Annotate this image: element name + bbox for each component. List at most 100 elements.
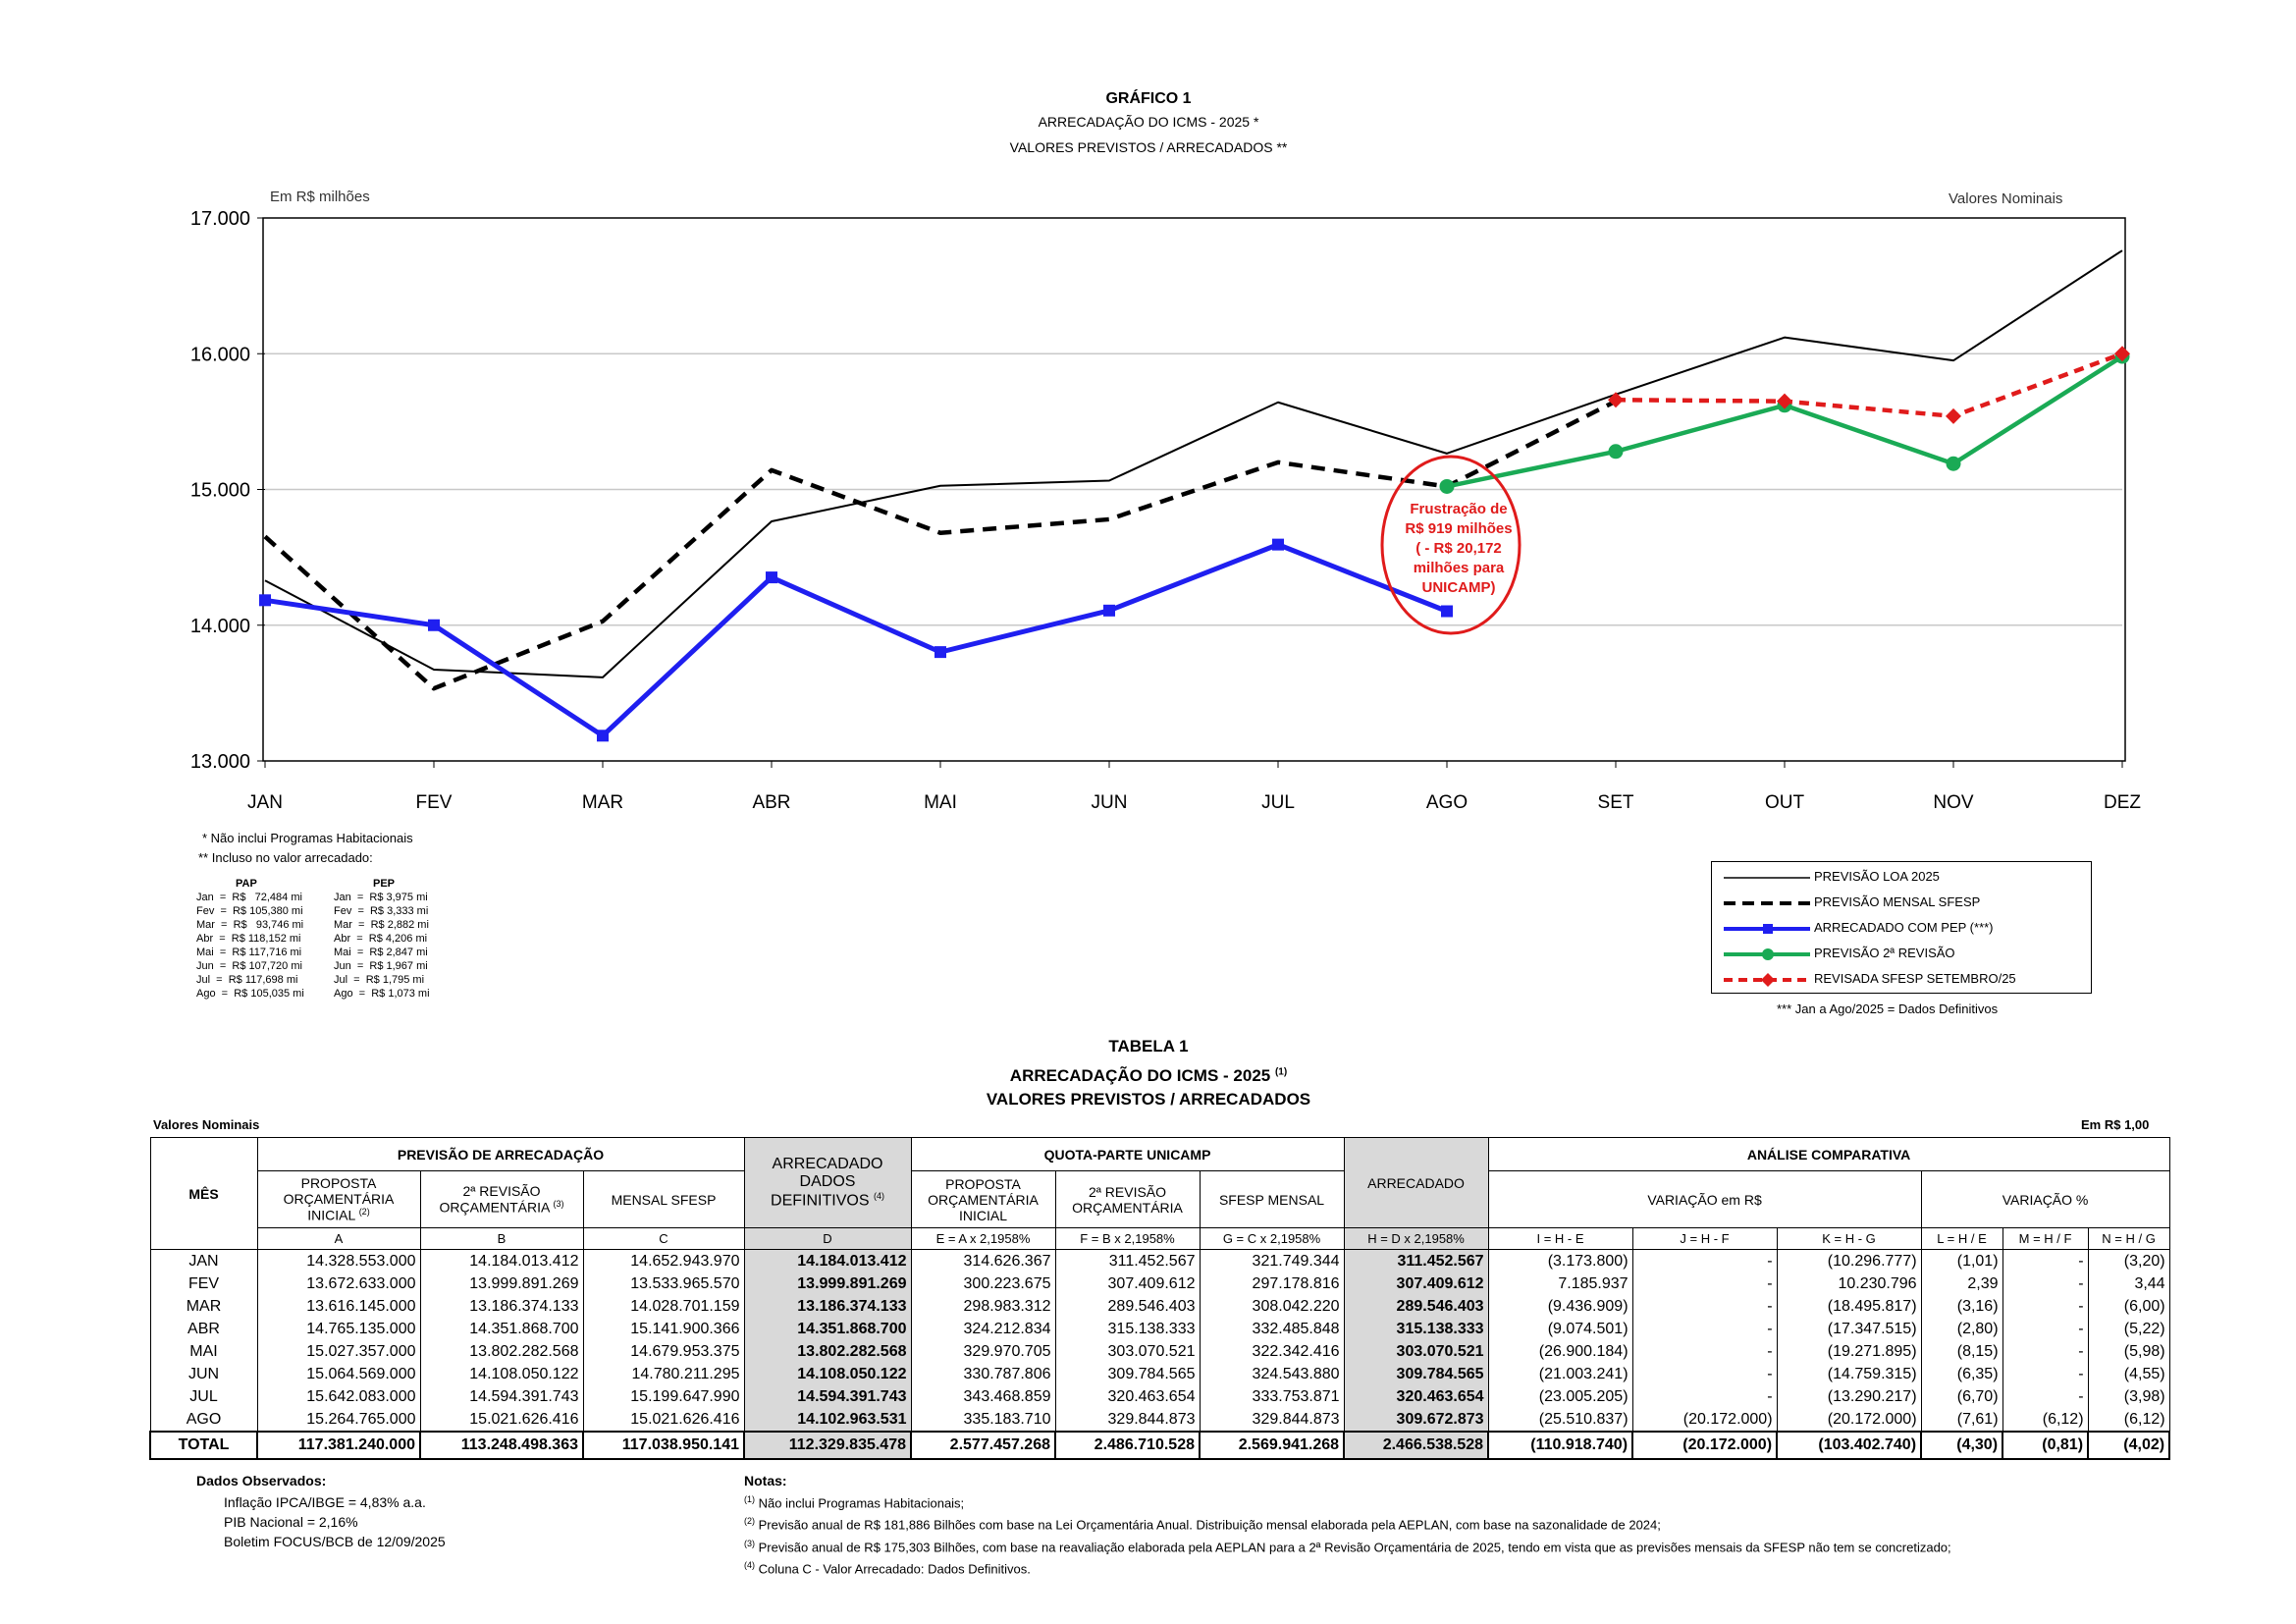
- table-number: TABELA 1: [1108, 1037, 1189, 1056]
- table-title-text: ARRECADAÇÃO DO ICMS - 2025: [1009, 1066, 1271, 1085]
- data-point-marker: [1777, 393, 1792, 409]
- table-cell: 309.672.873: [1343, 1408, 1489, 1432]
- header-formula: N = H / G: [2087, 1227, 2170, 1250]
- header-formula: I = H - E: [1487, 1227, 1633, 1250]
- table-cell: 321.749.344: [1199, 1249, 1345, 1272]
- header-formula: H = D x 2,1958%: [1343, 1227, 1489, 1250]
- legend-label-arrecadado: ARRECADADO COM PEP (***): [1814, 920, 1994, 935]
- legend-label-revisao: PREVISÃO 2ª REVISÃO: [1814, 946, 1955, 960]
- table-cell: 15.021.626.416: [582, 1408, 745, 1432]
- table-row: JUL 15.642.083.000 14.594.391.743 15.199.64…: [149, 1385, 2170, 1408]
- pap-list: Jan = R$ 72,484 mi Fev = R$ 105,380 mi M…: [196, 891, 304, 1001]
- annotation-text: Frustração de: [1410, 501, 1507, 517]
- table-cell: 330.787.806: [910, 1363, 1056, 1385]
- header-revisao-text: 2ª REVISÃO ORÇAMENTÁRIA: [439, 1183, 550, 1216]
- table-title: ARRECADAÇÃO DO ICMS - 2025 (1): [854, 1066, 1443, 1086]
- header-revisao: 2ª REVISÃO ORÇAMENTÁRIA (3): [419, 1170, 584, 1228]
- unit-label: Em R$ milhões: [270, 189, 370, 205]
- table-cell: (8,15): [1920, 1340, 2003, 1363]
- observed-line: PIB Nacional = 2,16%: [224, 1514, 358, 1530]
- table-cell: (6,12): [2002, 1408, 2089, 1432]
- pep-item: Ago = R$ 1,073 mi: [334, 988, 430, 1000]
- table-cell: (26.900.184): [1487, 1340, 1633, 1363]
- table-cell: MAI: [149, 1340, 258, 1363]
- legend-item-arrecadado: ARRECADADO COM PEP (***): [1712, 916, 2091, 942]
- table-cell: 14.765.135.000: [256, 1318, 421, 1340]
- table-cell: (6,70): [1920, 1385, 2003, 1408]
- chart-title: ARRECADAÇÃO DO ICMS - 2025 *: [1038, 114, 1259, 130]
- data-point-marker: [1103, 604, 1115, 617]
- table-total-cell: (4,30): [1920, 1431, 2004, 1460]
- line-chart: 13.000 14.000 15.000 16.000 17.000 JAN FEV MAR A…: [190, 208, 2142, 813]
- table-cell: 10.230.796: [1776, 1272, 1922, 1295]
- pep-item: Fev = R$ 3,333 mi: [334, 905, 429, 917]
- table-total-cell: (110.918.740): [1487, 1431, 1634, 1460]
- header-formula: D: [743, 1227, 912, 1250]
- header-mensal: MENSAL SFESP: [582, 1170, 745, 1228]
- header-formula: M = H / F: [2002, 1227, 2089, 1250]
- table-cell: 320.463.654: [1343, 1385, 1489, 1408]
- pep-item: Abr = R$ 4,206 mi: [334, 933, 428, 945]
- table-cell: -: [2002, 1295, 2089, 1318]
- table-total-cell: 117.381.240.000: [256, 1431, 421, 1460]
- data-point-marker: [428, 619, 440, 631]
- table-total-cell: TOTAL: [149, 1431, 258, 1460]
- table-cell: 13.533.965.570: [582, 1272, 745, 1295]
- table-cell: -: [2002, 1385, 2089, 1408]
- header-proposta-text: PROPOSTA ORÇAMENTÁRIA INICIAL: [283, 1175, 395, 1223]
- table-row: FEV 13.672.633.000 13.999.891.269 13.533.96…: [149, 1272, 2170, 1295]
- table-cell: 13.186.374.133: [743, 1295, 912, 1318]
- table-cell: (20.172.000): [1631, 1408, 1778, 1432]
- table-total-cell: (4,02): [2087, 1431, 2171, 1460]
- legend-note: *** Jan a Ago/2025 = Dados Definitivos: [1777, 1001, 1999, 1016]
- series-line-2: [263, 399, 1618, 691]
- table-row: JAN 14.328.553.000 14.184.013.412 14.652.94…: [149, 1249, 2170, 1272]
- observed-line: Inflação IPCA/IBGE = 4,83% a.a.: [224, 1494, 426, 1510]
- table-cell: 320.463.654: [1054, 1385, 1201, 1408]
- data-point-marker: [1608, 444, 1624, 460]
- x-tick-label: OUT: [1765, 792, 1805, 813]
- observed-lines: Inflação IPCA/IBGE = 4,83% a.a. PIB Naci…: [224, 1492, 446, 1551]
- pep-item: Mar = R$ 2,882 mi: [334, 919, 429, 931]
- legend-line-revisao-icon: [1724, 948, 1810, 960]
- header-formula: G = C x 2,1958%: [1199, 1227, 1345, 1250]
- header-arrecadado-def-text: ARRECADADO DADOS DEFINITIVOS: [771, 1155, 883, 1210]
- series-line-1: [264, 249, 2123, 678]
- nominal-label: Valores Nominais: [1949, 190, 2063, 207]
- chart-number: GRÁFICO 1: [1105, 90, 1192, 107]
- table-total-cell: (103.402.740): [1776, 1431, 1923, 1460]
- table-cell: 311.452.567: [1054, 1249, 1201, 1272]
- table-cell: JAN: [149, 1249, 258, 1272]
- legend-item-revisao: PREVISÃO 2ª REVISÃO: [1712, 942, 2091, 967]
- pep-item: Jul = R$ 1,795 mi: [334, 974, 425, 986]
- pap-item: Jul = R$ 117,698 mi: [196, 974, 298, 986]
- table-cell: 14.184.013.412: [743, 1249, 912, 1272]
- table-cell: 329.844.873: [1054, 1408, 1201, 1432]
- y-tick-label: 17.000: [190, 208, 250, 230]
- table-cell: 2,39: [1920, 1272, 2003, 1295]
- data-table: MÊS PREVISÃO DE ARRECADAÇÃO ARRECADADO D…: [149, 1137, 2171, 1460]
- table-cell: 14.351.868.700: [743, 1318, 912, 1340]
- annotation-text: R$ 919 milhões: [1405, 520, 1512, 537]
- observed-title: Dados Observados:: [196, 1473, 327, 1489]
- table-cell: 13.672.633.000: [256, 1272, 421, 1295]
- table-cell: ABR: [149, 1318, 258, 1340]
- table-cell: 329.970.705: [910, 1340, 1056, 1363]
- table-cell: (25.510.837): [1487, 1408, 1633, 1432]
- table-cell: 15.199.647.990: [582, 1385, 745, 1408]
- table-row: MAR 13.616.145.000 13.186.374.133 14.028.70…: [149, 1295, 2170, 1318]
- pap-item: Jan = R$ 72,484 mi: [196, 892, 302, 903]
- annotation-text: UNICAMP): [1422, 579, 1496, 596]
- annotation-text: milhões para: [1414, 560, 1505, 576]
- table-cell: 14.652.943.970: [582, 1249, 745, 1272]
- legend-line-sfesp-icon: [1724, 901, 1810, 905]
- pep-item: Jan = R$ 3,975 mi: [334, 892, 428, 903]
- table-cell: (1,01): [1920, 1249, 2003, 1272]
- header-proposta-sup: (2): [358, 1207, 370, 1218]
- table-cell: 315.138.333: [1054, 1318, 1201, 1340]
- table-cell: 15.141.900.366: [582, 1318, 745, 1340]
- table-cell: FEV: [149, 1272, 258, 1295]
- table-cell: (6,00): [2087, 1295, 2170, 1318]
- note-item: (3) Previsão anual de R$ 175,303 Bilhões…: [744, 1538, 1951, 1554]
- data-point-marker: [1946, 407, 1961, 424]
